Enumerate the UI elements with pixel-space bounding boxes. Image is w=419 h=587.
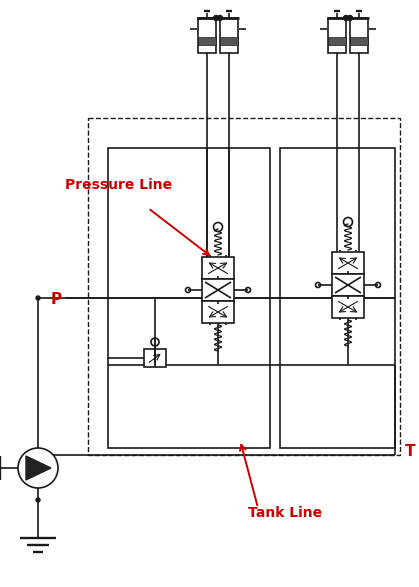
Bar [332, 252, 364, 274]
Bar [332, 296, 364, 318]
Circle shape [18, 448, 58, 488]
Polygon shape [26, 456, 51, 480]
Text: P: P [51, 292, 62, 306]
Bar [350, 37, 368, 45]
Bar [202, 257, 234, 279]
Circle shape [347, 15, 352, 21]
Bar [328, 37, 346, 45]
Circle shape [36, 498, 40, 502]
Bar [198, 37, 216, 45]
Bar [328, 18, 346, 53]
Bar [280, 148, 395, 448]
Bar [88, 118, 400, 455]
Bar [220, 37, 238, 45]
Bar [202, 279, 234, 301]
Bar [144, 349, 166, 367]
Bar [202, 301, 234, 323]
Bar [332, 274, 364, 296]
Bar [220, 18, 238, 53]
Bar [198, 18, 216, 53]
Circle shape [214, 15, 218, 21]
Text: Tank Line: Tank Line [248, 506, 322, 520]
Bar [108, 148, 270, 448]
Text: Pressure Line: Pressure Line [65, 178, 172, 192]
Circle shape [36, 296, 40, 300]
Bar [350, 18, 368, 53]
Text: T: T [405, 444, 416, 460]
Circle shape [217, 15, 222, 21]
Circle shape [344, 15, 349, 21]
